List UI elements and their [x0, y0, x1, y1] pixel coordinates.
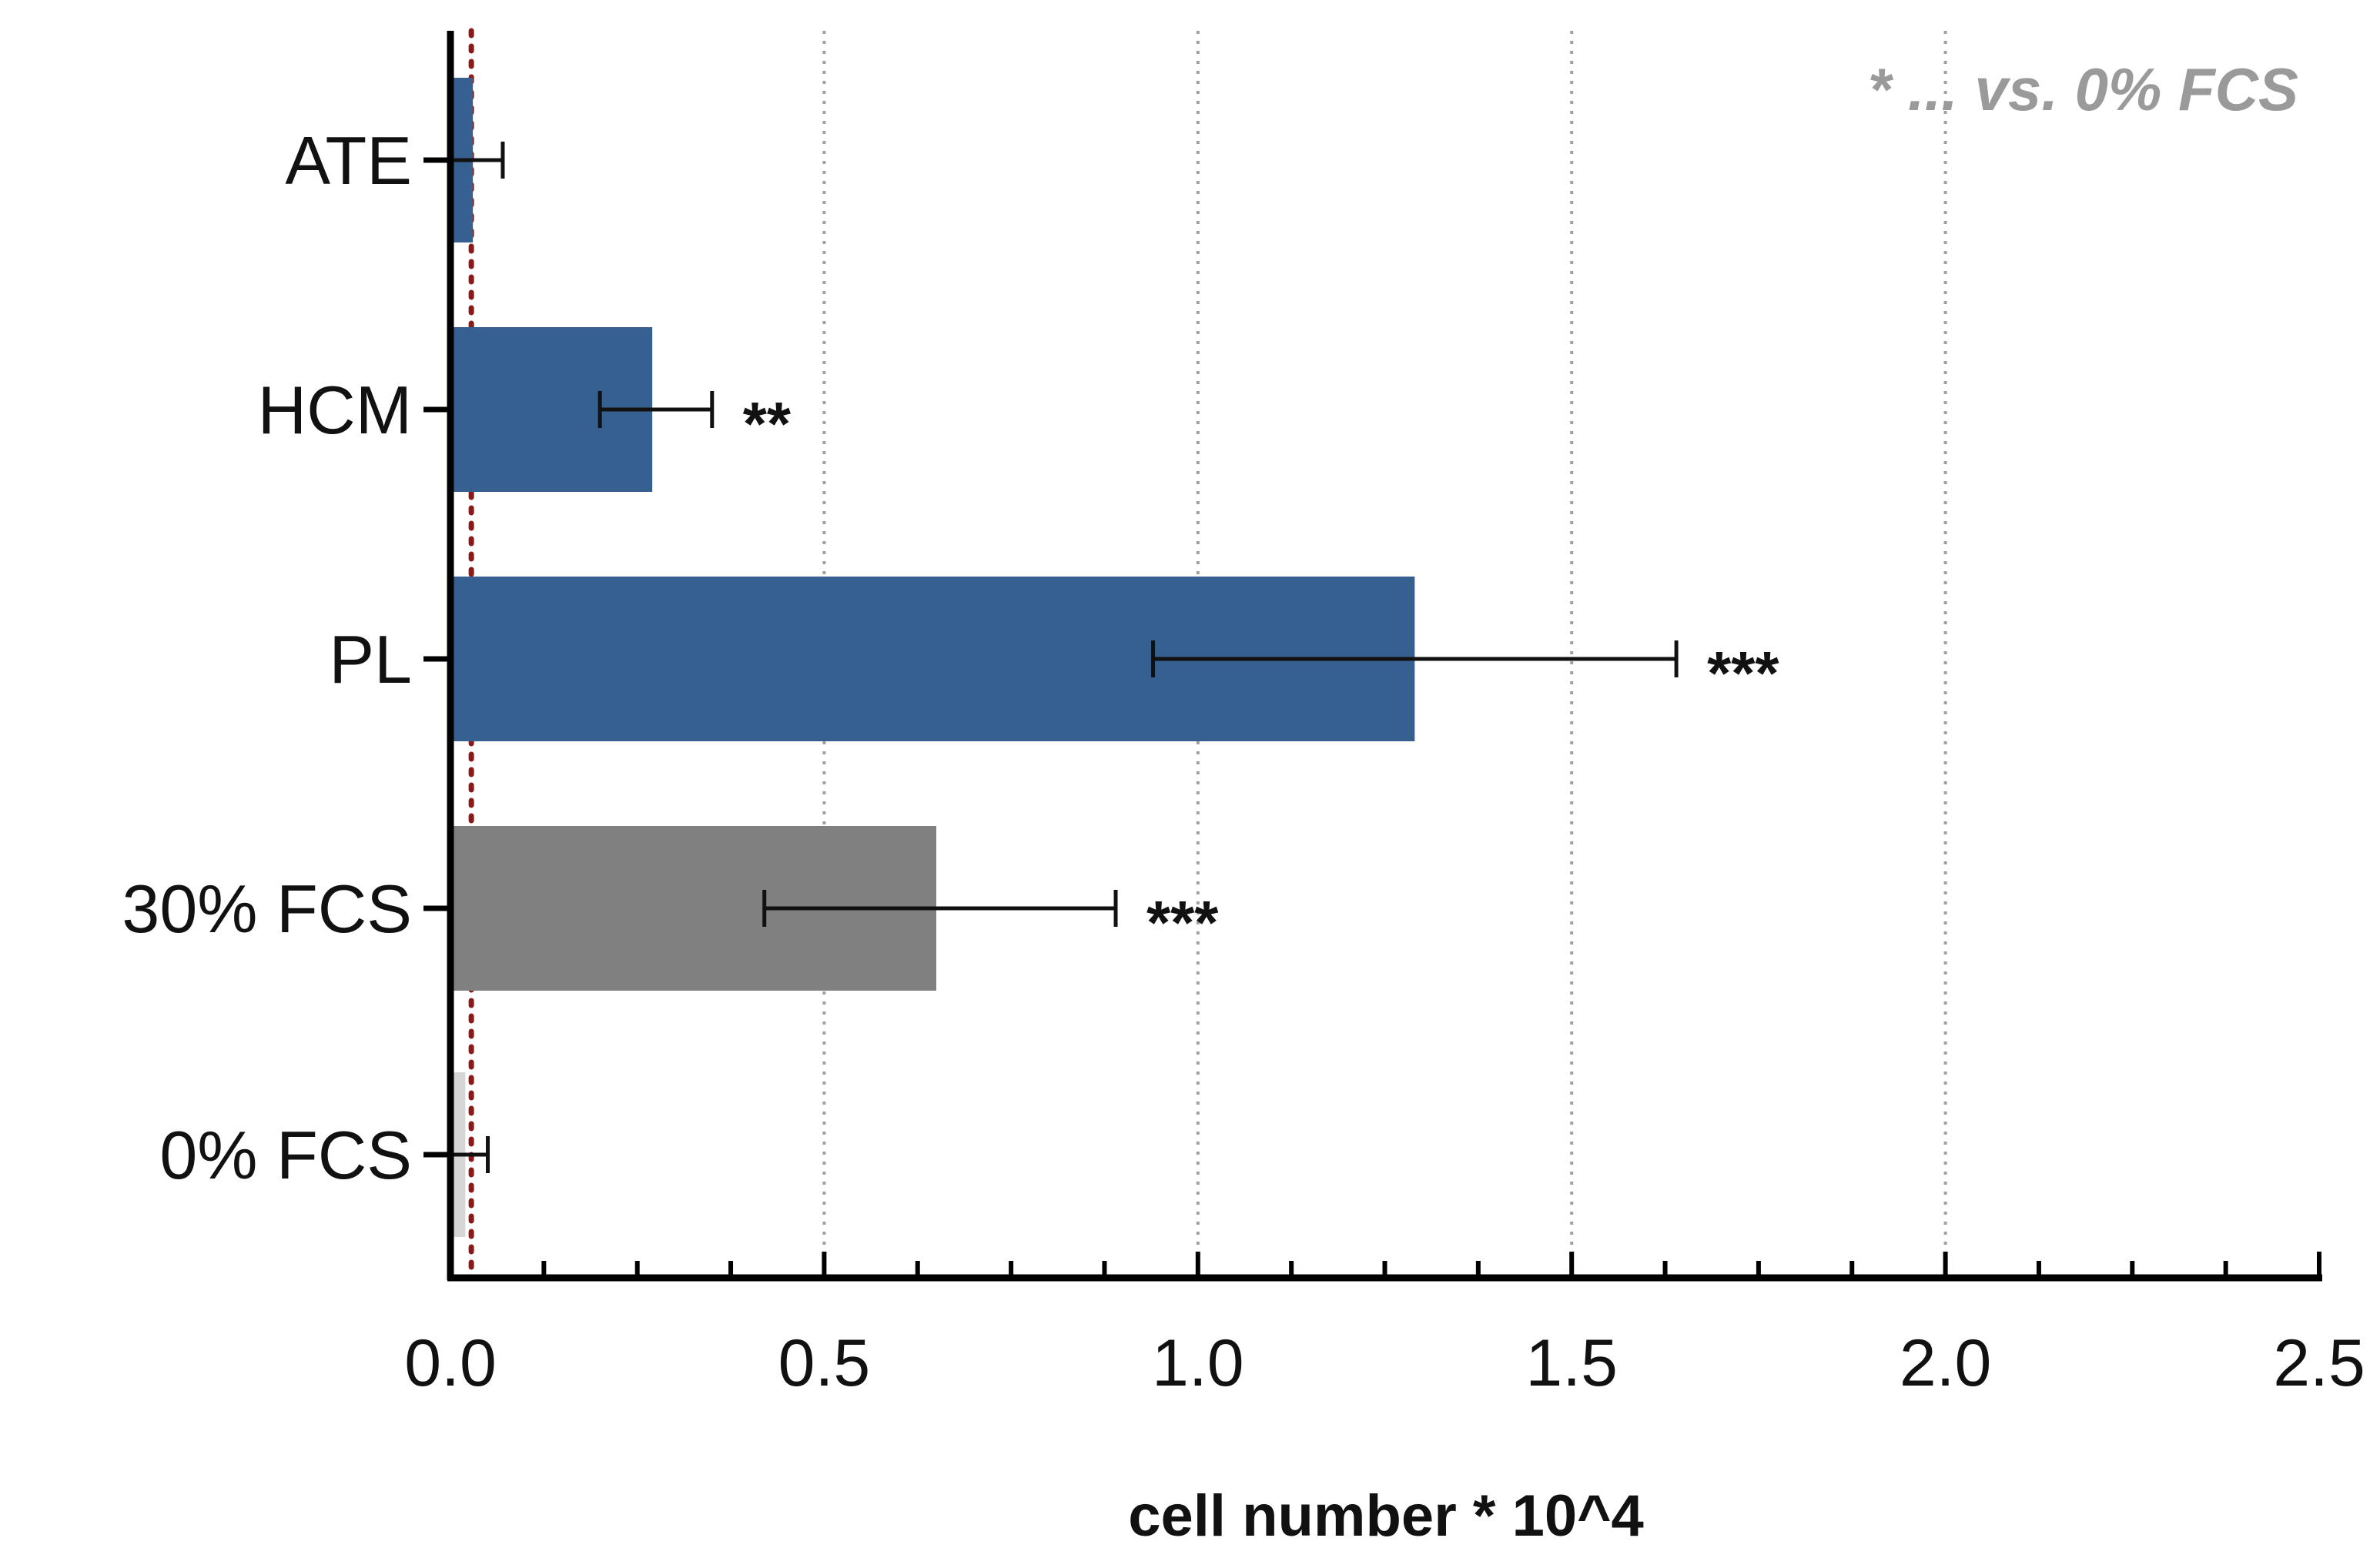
x-tick-label-5: 2.5	[2273, 1326, 2365, 1400]
x-tick-label-2: 1.0	[1152, 1326, 1244, 1400]
significance-label-3: ***	[1146, 888, 1219, 957]
category-label-0: ATE	[285, 122, 412, 199]
category-label-2: PL	[329, 621, 412, 697]
significance-labels: ********	[743, 390, 1780, 957]
axes-group	[423, 31, 2322, 1282]
x-axis-title: cell number * 10^4	[1128, 1483, 1644, 1549]
error-bars-group	[450, 142, 1679, 1173]
significance-note: * ... vs. 0% FCS	[1868, 55, 2298, 123]
category-label-1: HCM	[258, 372, 412, 448]
significance-label-2: ***	[1707, 639, 1779, 707]
category-label-3: 30% FCS	[122, 871, 412, 947]
category-label-4: 0% FCS	[159, 1117, 412, 1193]
x-tick-label-3: 1.5	[1525, 1326, 1618, 1400]
significance-label-1: **	[743, 390, 792, 458]
category-labels: ATE HCM PL 30% FCS 0% FCS	[122, 122, 412, 1193]
x-tick-label-0: 0.0	[404, 1326, 497, 1400]
tick-labels: 0.0 0.5 1.0 1.5 2.0 2.5	[404, 1326, 2365, 1400]
x-tick-label-4: 2.0	[1900, 1326, 1992, 1400]
x-tick-label-1: 0.5	[778, 1326, 871, 1400]
